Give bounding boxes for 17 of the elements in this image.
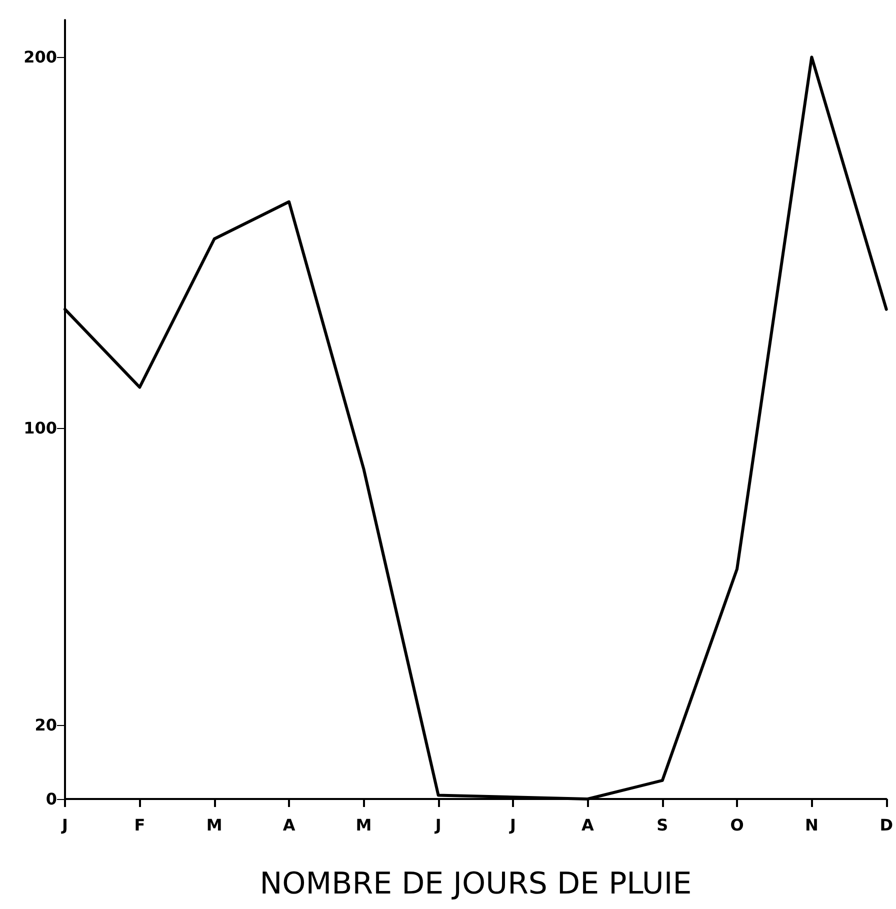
x-tick-label: F (134, 816, 146, 834)
x-tick-label: M (206, 816, 222, 834)
x-tick-label: A (581, 816, 594, 834)
x-axis-title: NOMBRE DE JOURS DE PLUIE (260, 866, 692, 902)
x-tick-label: M (356, 816, 372, 834)
x-tick-label: O (730, 816, 744, 834)
x-tick-label: J (61, 816, 68, 834)
x-tick-label: S (656, 816, 668, 834)
x-tick-label: J (509, 816, 516, 834)
y-tick-label: 100 (24, 418, 57, 438)
x-tick-label: J (434, 816, 442, 834)
x-tick-label: D (880, 816, 893, 834)
y-tick-label: 200 (24, 48, 57, 67)
y-tick-label: 20 (34, 715, 57, 734)
y-tick-label: 0 (46, 790, 57, 808)
x-tick-label: N (804, 816, 818, 834)
x-tick-label: A (282, 816, 296, 834)
